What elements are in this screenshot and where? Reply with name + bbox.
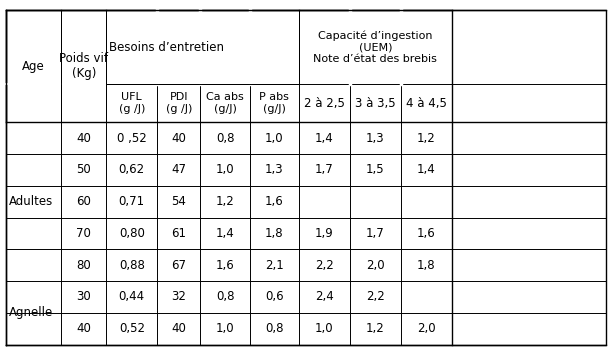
Text: Age: Age [22,60,45,73]
Text: 1,2: 1,2 [366,322,385,335]
Text: 1,4: 1,4 [315,132,334,145]
Text: 0,44: 0,44 [119,291,145,303]
Text: 32: 32 [171,291,186,303]
Text: 0,62: 0,62 [119,164,145,176]
Text: 3 à 3,5: 3 à 3,5 [355,97,395,110]
Text: Adultes: Adultes [9,195,53,208]
Text: P abs
(g/J): P abs (g/J) [259,92,289,114]
Text: 1,0: 1,0 [315,322,334,335]
Text: Agnelle: Agnelle [9,306,53,319]
Text: 1,2: 1,2 [417,132,436,145]
Text: 0 ,52: 0 ,52 [117,132,147,145]
Text: 40: 40 [171,322,186,335]
Text: 1,4: 1,4 [417,164,436,176]
Text: 1,2: 1,2 [215,195,234,208]
Text: 67: 67 [171,259,186,272]
Text: 1,7: 1,7 [366,227,385,240]
Text: 0,8: 0,8 [265,322,283,335]
Text: 2,1: 2,1 [265,259,283,272]
Text: Poids vif
(Kg): Poids vif (Kg) [59,53,108,80]
Text: 0,88: 0,88 [119,259,144,272]
Text: 1,3: 1,3 [366,132,384,145]
Text: UFL
(g /J): UFL (g /J) [119,92,145,114]
Text: 0,80: 0,80 [119,227,144,240]
Text: 80: 80 [76,259,91,272]
Text: 60: 60 [76,195,91,208]
Text: 2,4: 2,4 [315,291,334,303]
Text: 61: 61 [171,227,186,240]
Text: 50: 50 [76,164,91,176]
Text: 1,8: 1,8 [417,259,436,272]
Text: 1,7: 1,7 [315,164,334,176]
Text: 0,8: 0,8 [216,132,234,145]
Text: 1,0: 1,0 [265,132,283,145]
Text: 1,6: 1,6 [215,259,234,272]
Text: 2,2: 2,2 [315,259,334,272]
Text: 1,3: 1,3 [265,164,283,176]
Text: 0,52: 0,52 [119,322,145,335]
Text: 1,4: 1,4 [215,227,234,240]
Text: 4 à 4,5: 4 à 4,5 [406,97,447,110]
Text: 0,6: 0,6 [265,291,283,303]
Text: 40: 40 [76,322,91,335]
Text: Ca abs
(g/J): Ca abs (g/J) [206,92,244,114]
Text: 40: 40 [171,132,186,145]
Text: 1,0: 1,0 [215,322,234,335]
Text: 1,6: 1,6 [265,195,283,208]
Text: 2,0: 2,0 [366,259,384,272]
Text: 40: 40 [76,132,91,145]
Text: 1,6: 1,6 [417,227,436,240]
Text: 2,2: 2,2 [366,291,385,303]
Text: 0,8: 0,8 [216,291,234,303]
Text: 1,0: 1,0 [215,164,234,176]
Text: 1,9: 1,9 [315,227,334,240]
Text: 1,8: 1,8 [265,227,283,240]
Text: Besoins d’entretien: Besoins d’entretien [110,41,225,54]
Text: 54: 54 [171,195,186,208]
Text: 0,71: 0,71 [119,195,145,208]
Text: 47: 47 [171,164,186,176]
Text: Capacité d’ingestion
(UEM)
Note d’état des brebis: Capacité d’ingestion (UEM) Note d’état d… [313,30,437,64]
Text: 2,0: 2,0 [417,322,436,335]
Text: 70: 70 [76,227,91,240]
Text: 1,5: 1,5 [366,164,384,176]
Text: 2 à 2,5: 2 à 2,5 [304,97,345,110]
Text: PDI
(g /J): PDI (g /J) [166,92,192,114]
Text: 30: 30 [76,291,91,303]
